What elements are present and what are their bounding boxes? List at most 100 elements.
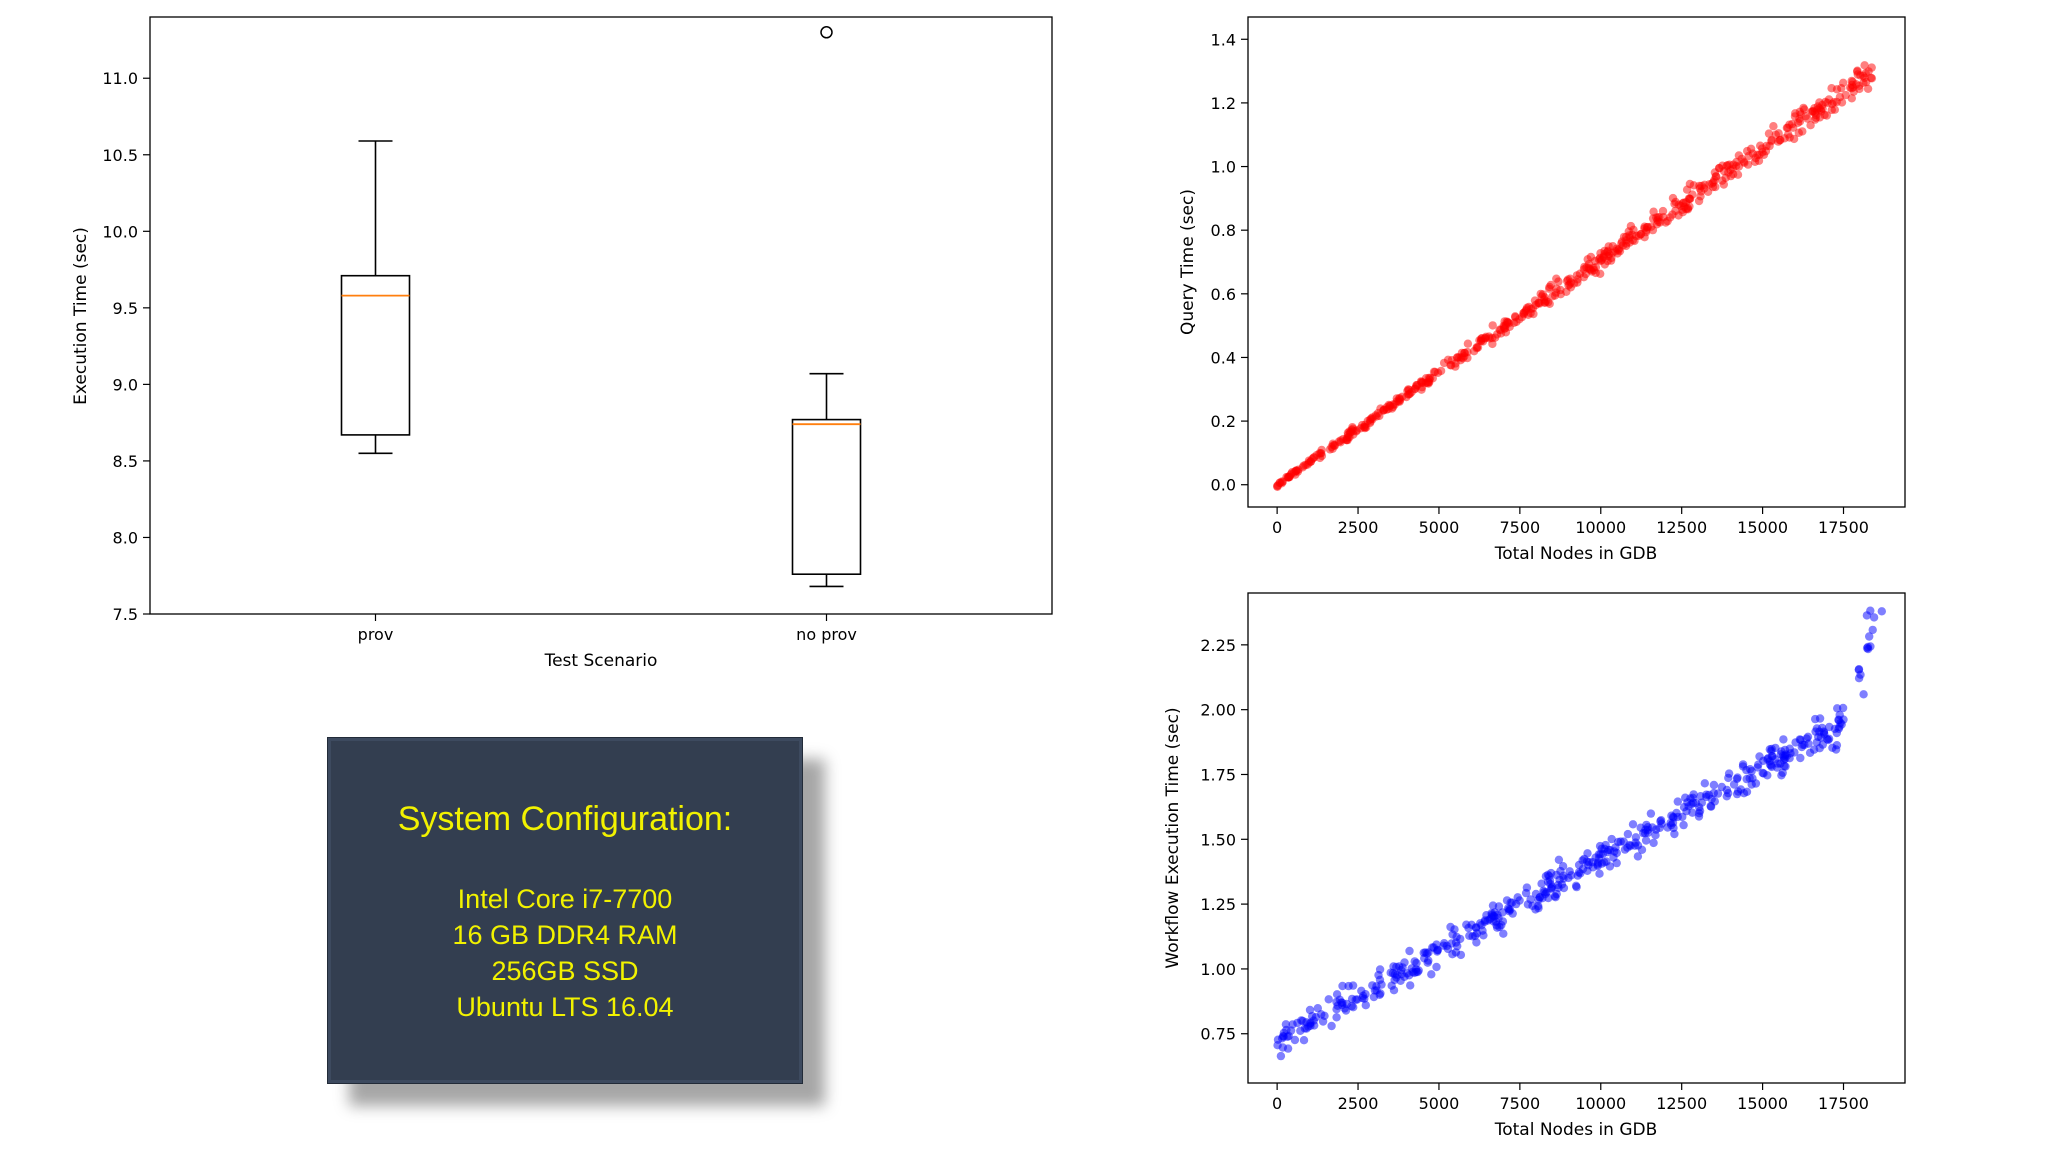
query-scatter-point (1758, 148, 1767, 157)
query-scatter-point (1806, 121, 1815, 130)
query-scatter-y-tick-label: 0.0 (1211, 476, 1236, 495)
workflow-scatter-point (1623, 829, 1633, 839)
boxplot-x-axis-label: Test Scenario (544, 651, 658, 671)
workflow-scatter-point (1781, 762, 1790, 771)
query-scatter-point (1860, 61, 1869, 70)
workflow-scatter-point (1332, 1005, 1341, 1014)
boxplot-frame (149, 16, 1053, 615)
workflow-scatter-point (1682, 807, 1691, 816)
query-scatter-x-tick-label: 12500 (1656, 518, 1707, 537)
query-scatter-point (1330, 441, 1339, 451)
boxplot-y-tick-label: 9.5 (113, 299, 138, 318)
workflow-scatter-point (1313, 1004, 1323, 1013)
query-scatter-points (1273, 61, 1877, 491)
workflow-scatter-point (1755, 752, 1764, 761)
workflow-scatter-point (1505, 907, 1514, 916)
box-outlier (820, 26, 833, 39)
query-scatter-point (1365, 415, 1375, 424)
boxplot-x-axis: prov no prov (358, 614, 857, 644)
workflow-scatter-point (1337, 998, 1346, 1007)
workflow-scatter-point (1424, 956, 1433, 965)
workflow-scatter-point (1390, 970, 1400, 979)
workflow-scatter-point (1868, 625, 1877, 635)
workflow-scatter-point (1869, 613, 1879, 622)
workflow-scatter-frame (1247, 592, 1906, 1084)
workflow-scatter-x-tick-label: 0 (1272, 1094, 1282, 1113)
workflow-scatter-point (1778, 768, 1787, 777)
workflow-scatter-point (1478, 926, 1487, 935)
workflow-scatter-point (1594, 850, 1604, 859)
workflow-scatter-point (1488, 901, 1498, 910)
query-scatter-y-tick-label: 0.2 (1211, 412, 1236, 431)
workflow-scatter-point (1552, 870, 1561, 880)
workflow-scatter-point (1288, 1020, 1297, 1029)
workflow-scatter-point (1375, 990, 1384, 999)
workflow-scatter-point (1812, 724, 1822, 733)
workflow-scatter-point (1448, 950, 1457, 959)
config-line-ram: 16 GB DDR4 RAM (452, 920, 678, 950)
query-scatter-point (1299, 461, 1308, 470)
query-scatter-point (1591, 263, 1601, 272)
config-line-os: Ubuntu LTS 16.04 (456, 992, 674, 1022)
workflow-scatter-point (1540, 887, 1549, 897)
workflow-scatter-point (1595, 869, 1604, 878)
query-scatter-point (1694, 196, 1704, 206)
workflow-scatter-point (1724, 789, 1733, 798)
query-scatter-x-tick-label: 17500 (1818, 518, 1869, 537)
boxplot-y-tick-label: 7.5 (113, 605, 138, 624)
workflow-scatter-point (1310, 1021, 1319, 1030)
query-scatter-point (1722, 161, 1731, 171)
query-scatter-point (1397, 392, 1407, 401)
query-scatter-x-tick-label: 10000 (1575, 518, 1626, 537)
workflow-scatter-point (1574, 868, 1584, 877)
workflow-scatter-point (1797, 742, 1807, 752)
query-scatter-x-axis: 0 2500 5000 7500 10000 12500 15000 17500 (1272, 507, 1869, 537)
query-scatter-point (1848, 83, 1858, 92)
workflow-scatter-point (1667, 811, 1676, 820)
workflow-scatter-x-tick-label: 10000 (1575, 1094, 1626, 1113)
query-scatter-point (1715, 164, 1724, 173)
workflow-scatter-point (1554, 883, 1563, 892)
query-scatter-x-tick-label: 0 (1272, 518, 1282, 537)
workflow-scatter-point (1558, 862, 1568, 871)
query-scatter-point (1832, 97, 1841, 107)
query-scatter-point (1476, 336, 1486, 346)
boxplot-y-axis: 7.5 8.0 8.5 9.0 9.5 10.0 10.5 11.0 (102, 69, 150, 624)
workflow-scatter-point (1765, 760, 1775, 769)
workflow-scatter-y-axis: 0.75 1.00 1.25 1.50 1.75 2.00 2.25 (1200, 636, 1248, 1044)
workflow-scatter-point (1472, 938, 1481, 947)
workflow-scatter-point (1361, 1001, 1371, 1010)
workflow-scatter-point (1427, 970, 1436, 979)
query-scatter-y-tick-label: 1.2 (1211, 94, 1236, 113)
query-scatter-point (1860, 73, 1869, 83)
config-line-storage: 256GB SSD (491, 956, 639, 986)
workflow-scatter-point (1862, 611, 1872, 620)
query-scatter-x-tick-label: 2500 (1338, 518, 1379, 537)
query-scatter-point (1581, 269, 1591, 279)
workflow-scatter-point (1805, 748, 1815, 757)
query-scatter-point (1536, 289, 1545, 299)
query-scatter-point (1769, 122, 1778, 131)
query-scatter-x-axis-label: Total Nodes in GDB (1494, 544, 1658, 564)
workflow-scatter-point (1526, 895, 1535, 904)
query-scatter-point (1348, 423, 1357, 432)
workflow-scatter-point (1838, 703, 1848, 713)
workflow-scatter-point (1432, 962, 1441, 972)
workflow-scatter-point (1713, 789, 1723, 798)
query-scatter-y-tick-label: 0.6 (1211, 285, 1236, 304)
boxplot-x-tick-label: no prov (796, 625, 857, 644)
query-scatter-point (1816, 105, 1826, 115)
query-scatter-point (1520, 308, 1529, 317)
workflow-scatter-point (1332, 1013, 1341, 1022)
query-scatter-point (1866, 73, 1876, 83)
query-scatter-point (1617, 237, 1627, 246)
query-scatter-point (1545, 299, 1554, 308)
workflow-scatter-point (1487, 909, 1496, 918)
workflow-scatter-point (1854, 665, 1864, 674)
workflow-scatter-y-axis-label: Workflow Execution Time (sec) (1163, 707, 1183, 968)
workflow-scatter-x-tick-label: 15000 (1737, 1094, 1788, 1113)
query-scatter-point (1359, 422, 1369, 432)
workflow-scatter-point (1468, 932, 1477, 941)
workflow-scatter-point (1877, 607, 1887, 616)
workflow-scatter-x-tick-label: 12500 (1656, 1094, 1707, 1113)
